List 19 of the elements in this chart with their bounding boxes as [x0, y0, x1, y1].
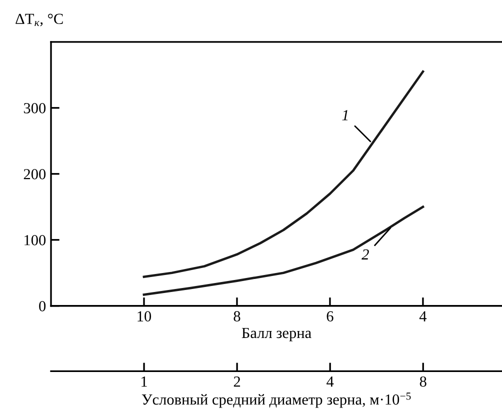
y-axis-title: ΔT$_{к}$, °C — [16, 14, 63, 26]
x-tick-label: 6 — [326, 311, 334, 322]
x2-tick-label: 8 — [420, 376, 426, 387]
x2-axis-title: Условный средний диаметр зерна, м·10$^{−5}$ — [142, 392, 411, 408]
x-tick-label: 8 — [234, 311, 240, 322]
x2-tick-label: 1 — [142, 376, 147, 387]
x-tick-label: 10 — [138, 311, 152, 322]
y-tick-label: 100 — [24, 235, 46, 246]
y-tick-label: 0 — [39, 301, 46, 312]
y-tick-label: 200 — [24, 169, 46, 180]
y-tick-label: 300 — [24, 103, 46, 114]
x-axis-title: Балл зерна — [242, 328, 312, 342]
line-series — [142, 70, 424, 278]
annotation: 2 — [362, 249, 369, 260]
x2-tick-label: 2 — [234, 376, 240, 387]
annotation: 1 — [342, 110, 348, 120]
x2-tick-label: 4 — [326, 376, 334, 387]
line-series — [142, 206, 424, 296]
x-tick-label: 4 — [419, 311, 427, 322]
